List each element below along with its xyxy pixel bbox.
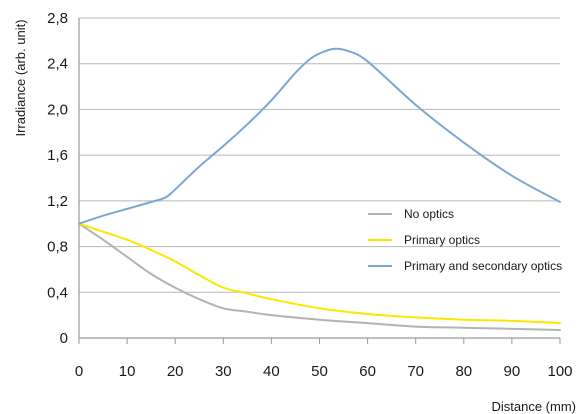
legend-label-0: No optics: [404, 207, 454, 221]
horizontal-grid: [79, 17, 560, 293]
y-tick-label: 0,8: [47, 239, 68, 256]
axes: [78, 18, 560, 339]
x-tick-label: 100: [547, 363, 572, 380]
y-tick-label: 0,4: [47, 284, 68, 301]
y-tick-label: 0: [60, 330, 68, 347]
x-tick-label: 10: [119, 363, 136, 380]
x-tick-label: 20: [167, 363, 184, 380]
legend-label-2: Primary and secondary optics: [404, 259, 562, 273]
x-tick-label: 30: [215, 363, 232, 380]
x-tick-label: 0: [75, 363, 83, 380]
x-tick-label: 90: [504, 363, 521, 380]
y-tick-label: 2,8: [47, 10, 68, 27]
y-tick-label: 2,0: [47, 101, 68, 118]
x-tick-label: 50: [311, 363, 328, 380]
data-series: [78, 47, 561, 331]
x-tick-label: 40: [263, 363, 280, 380]
x-tick-label: 60: [359, 363, 376, 380]
x-axis-ticks: 0 10 20 30 40 50 60 70 80 90 100: [75, 338, 573, 380]
y-axis-ticks: 0 0,4 0,8 1,2 1,6 2,0 2,4 2,8: [47, 10, 68, 347]
y-axis-label: Irradiance (arb. unit): [13, 19, 28, 136]
legend: No optics Primary optics Primary and secon…: [368, 207, 562, 273]
y-tick-label: 1,6: [47, 147, 68, 164]
x-tick-label: 80: [455, 363, 472, 380]
x-tick-label: 70: [407, 363, 424, 380]
series-line-1: [78, 222, 561, 325]
legend-label-1: Primary optics: [404, 233, 480, 247]
series-line-0: [78, 222, 561, 331]
y-tick-label: 2,4: [47, 56, 68, 73]
x-axis-label: Distance (mm): [491, 399, 576, 414]
y-tick-label: 1,2: [47, 193, 68, 210]
series-line-2: [78, 47, 561, 225]
